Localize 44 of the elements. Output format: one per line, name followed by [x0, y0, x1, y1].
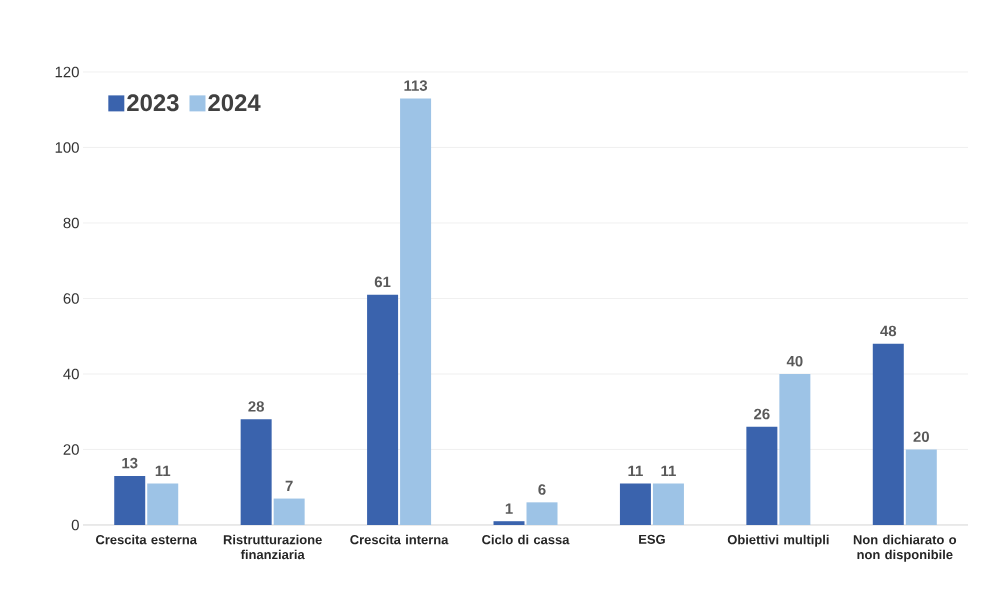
bar — [400, 98, 432, 525]
data-label: 11 — [155, 465, 171, 476]
bar — [905, 449, 937, 525]
bar — [114, 475, 146, 525]
data-label: 13 — [122, 457, 138, 469]
bar — [619, 483, 651, 525]
bar — [147, 483, 179, 525]
x-tick-label: Ciclo di cassa — [482, 534, 570, 545]
y-tick-label: 80 — [63, 217, 79, 229]
bar — [526, 502, 558, 525]
x-tick-label: Obiettivi multipli — [727, 534, 829, 547]
bar — [367, 294, 399, 525]
y-tick-label: 120 — [55, 66, 79, 78]
legend-label: 2023 — [127, 94, 179, 112]
data-label: 48 — [880, 325, 897, 337]
y-tick-label: 100 — [55, 142, 79, 153]
bar — [240, 419, 272, 525]
data-label: 1 — [505, 503, 513, 514]
bar — [779, 373, 811, 525]
data-label: 6 — [538, 484, 546, 495]
data-label: 40 — [786, 355, 803, 367]
data-label: 28 — [248, 401, 264, 412]
x-tick-label: ESG — [639, 534, 665, 544]
x-tick-label: Non dichiarato o non disponibile — [853, 534, 957, 562]
bar — [746, 426, 778, 525]
bar — [652, 483, 684, 525]
y-tick-label: 0 — [71, 519, 79, 531]
data-label: 61 — [374, 276, 391, 288]
y-tick-label: 40 — [63, 368, 79, 380]
data-label: 11 — [661, 465, 676, 476]
y-tick-label: 60 — [63, 293, 79, 304]
x-tick-label: Ristrutturazione finanziaria — [223, 534, 322, 560]
x-tick-label: Crescita esterna — [96, 534, 198, 545]
data-label: 7 — [285, 480, 293, 492]
bar — [273, 498, 305, 525]
x-tick-label: Crescita interna — [350, 534, 449, 545]
data-label: 113 — [404, 80, 428, 91]
data-label: 20 — [913, 431, 929, 442]
y-tick-label: 20 — [63, 444, 79, 455]
data-label: 26 — [754, 408, 770, 420]
legend-label: 2024 — [208, 94, 261, 112]
bar — [493, 521, 525, 525]
bar — [872, 343, 904, 525]
data-label: 11 — [628, 465, 643, 476]
